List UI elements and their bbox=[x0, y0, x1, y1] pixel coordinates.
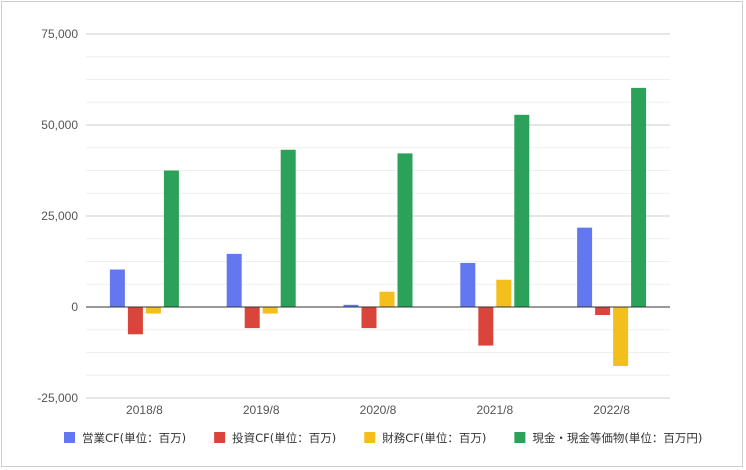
bar-2020-8-series-2[interactable] bbox=[379, 291, 395, 307]
legend: 営業CF(単位：百万) 投資CF(単位：百万) 財務CF(単位：百万) 現金・現金等価… bbox=[64, 431, 702, 445]
bar-2018-8-series-2[interactable] bbox=[145, 307, 161, 314]
bar-2020-8-series-0[interactable] bbox=[343, 304, 359, 307]
legend-label[interactable]: 投資CF(単位：百万) bbox=[232, 431, 336, 445]
bar-2019-8-series-1[interactable] bbox=[244, 307, 260, 329]
y-tick-label: 50,000 bbox=[41, 118, 78, 132]
bar-2021-8-series-3[interactable] bbox=[514, 114, 530, 307]
legend-swatch bbox=[214, 432, 226, 443]
bar-2021-8-series-1[interactable] bbox=[478, 307, 494, 346]
legend-swatch bbox=[64, 432, 75, 443]
x-tick-label: 2019/8 bbox=[243, 403, 280, 417]
bar-2018-8-series-1[interactable] bbox=[127, 307, 143, 335]
x-tick-label: 2020/8 bbox=[360, 403, 397, 417]
bar-2019-8-series-2[interactable] bbox=[262, 307, 278, 314]
x-tick-label: 2021/8 bbox=[476, 403, 513, 417]
legend-label[interactable]: 財務CF(単位：百万) bbox=[382, 431, 486, 445]
axes: -25,000 0 25,000 50,000 75,000 2018/8 2019/8 20… bbox=[37, 27, 670, 417]
bar-2022-8-series-0[interactable] bbox=[577, 227, 593, 307]
bars bbox=[109, 87, 647, 366]
bar-2022-8-series-1[interactable] bbox=[595, 307, 611, 316]
legend-label[interactable]: 営業CF(単位：百万) bbox=[82, 431, 186, 445]
y-tick-label: 25,000 bbox=[41, 209, 78, 223]
x-tick-label: 2022/8 bbox=[593, 403, 630, 417]
bar-2021-8-series-0[interactable] bbox=[460, 262, 476, 307]
bar-2018-8-series-0[interactable] bbox=[109, 269, 125, 307]
bar-2022-8-series-2[interactable] bbox=[613, 307, 629, 366]
grid bbox=[86, 33, 670, 399]
bar-2020-8-series-3[interactable] bbox=[397, 153, 413, 307]
legend-label[interactable]: 現金・現金等価物(単位：百万円) bbox=[532, 431, 702, 445]
legend-swatch bbox=[364, 432, 376, 443]
bar-2022-8-series-3[interactable] bbox=[631, 87, 647, 307]
y-tick-label: -25,000 bbox=[37, 391, 78, 405]
bar-2019-8-series-3[interactable] bbox=[280, 149, 296, 307]
x-tick-label: 2018/8 bbox=[126, 403, 163, 417]
bar-2018-8-series-3[interactable] bbox=[163, 170, 179, 308]
y-tick-label: 0 bbox=[71, 300, 78, 314]
bar-2019-8-series-0[interactable] bbox=[226, 253, 242, 307]
bar-2021-8-series-2[interactable] bbox=[496, 279, 512, 307]
bar-2020-8-series-1[interactable] bbox=[361, 307, 377, 329]
legend-swatch bbox=[514, 432, 526, 443]
y-tick-label: 75,000 bbox=[41, 27, 78, 41]
